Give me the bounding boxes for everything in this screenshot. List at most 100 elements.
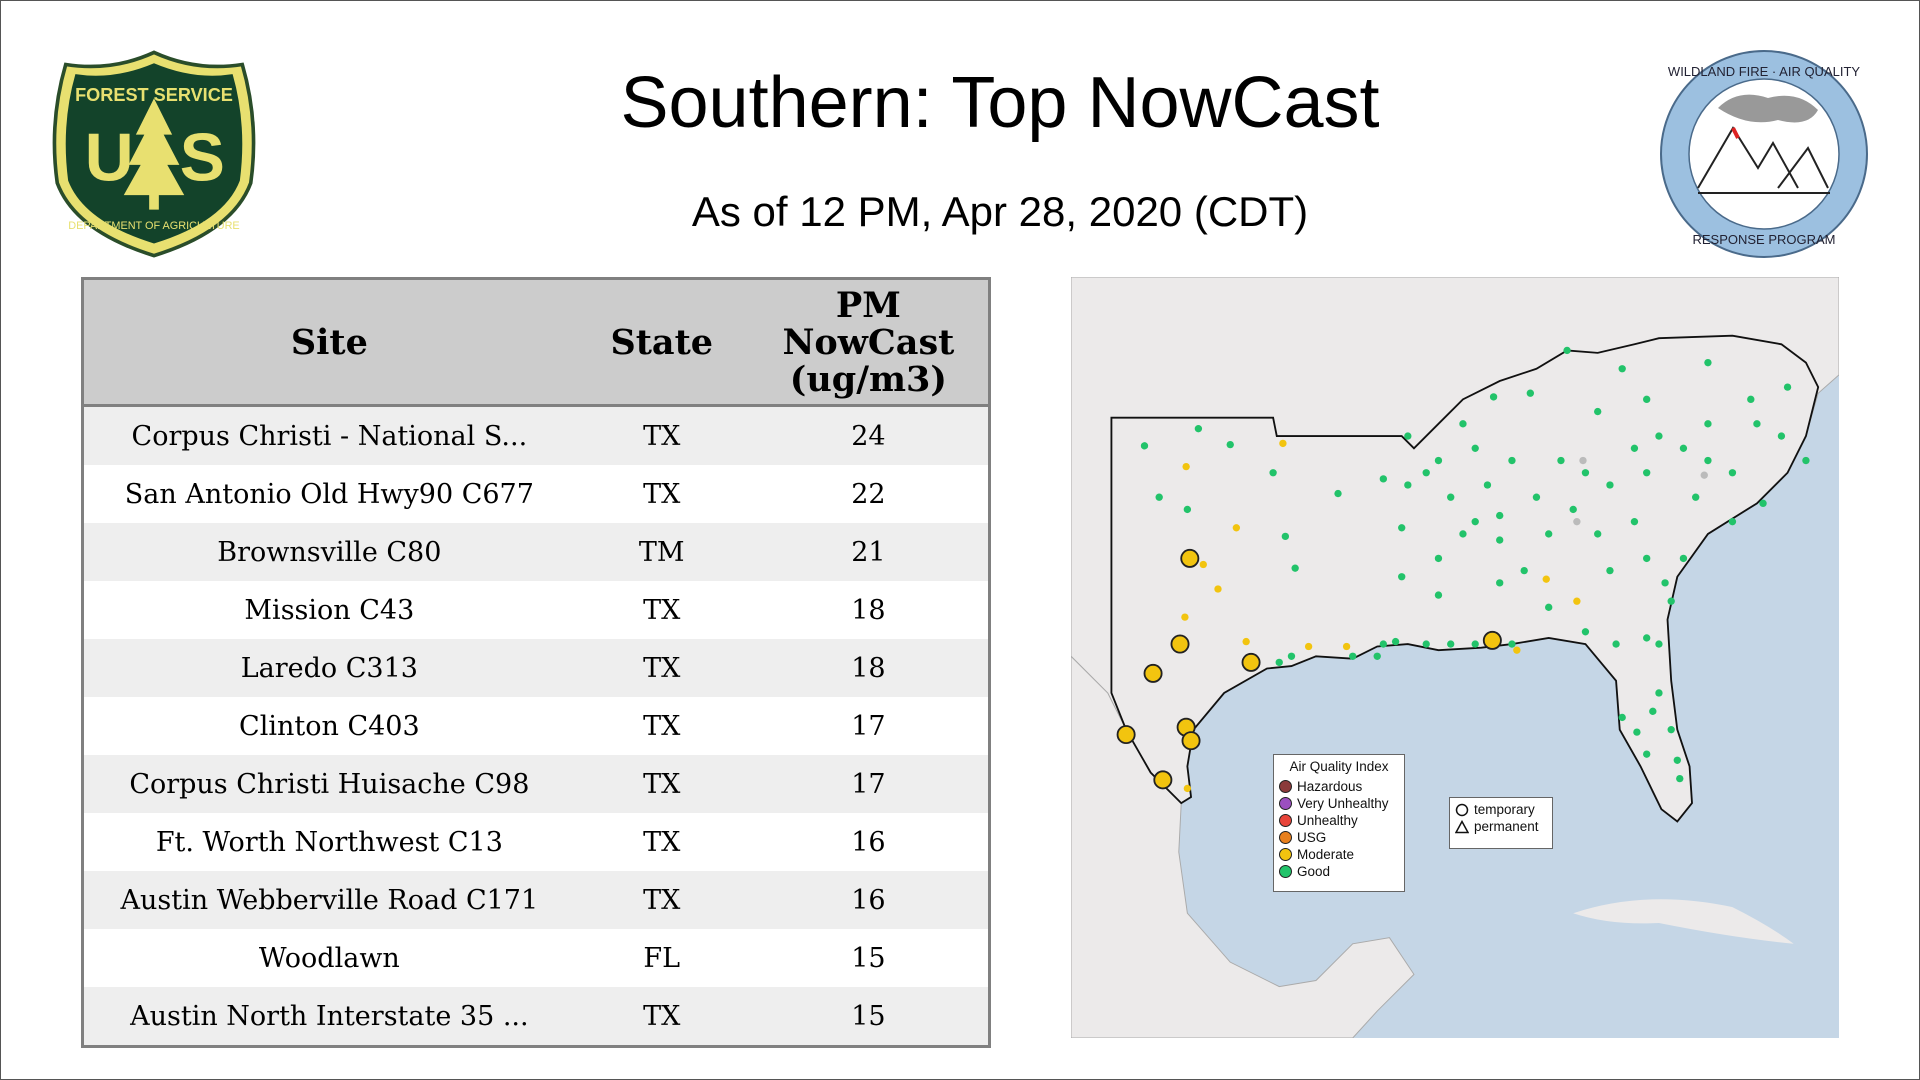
moderate-monitor-marker [1181,613,1189,621]
map-land-cuba [1573,899,1794,944]
moderate-monitor-marker [1513,646,1521,654]
cell-site: San Antonio Old Hwy90 C677 [82,465,575,523]
good-monitor-marker [1704,456,1712,465]
table-row: Brownsville C80 TM 21 [82,523,990,581]
good-monitor-marker [1520,566,1528,575]
cell-site: Brownsville C80 [82,523,575,581]
legend-swatch-icon [1279,814,1292,827]
moderate-monitor-marker [1199,560,1207,569]
wildland-fire-air-quality-logo: WILDLAND FIRE · AIR QUALITY RESPONSE PRO… [1660,50,1868,258]
good-monitor-marker [1291,564,1299,572]
top-site-marker [1241,652,1261,672]
good-monitor-marker [1594,530,1602,538]
top-site-marker [1170,634,1190,654]
aqi-legend: Air Quality Index Hazardous Very Unhealth… [1273,754,1405,892]
good-monitor-marker [1379,475,1388,483]
good-monitor-marker [1545,603,1553,612]
good-monitor-marker [1759,499,1767,508]
good-monitor-marker [1140,442,1149,450]
good-monitor-marker [1334,489,1342,498]
good-monitor-marker [1373,652,1381,660]
good-monitor-marker [1226,440,1234,449]
top-nowcast-table: Site State PM NowCast (ug/m3) Corpus Chr… [81,277,991,1048]
good-monitor-marker [1630,444,1639,452]
cell-site: Woodlawn [82,929,575,987]
table-row: Ft. Worth Northwest C13 TX 16 [82,813,990,871]
good-monitor-marker [1753,420,1761,428]
cell-site: Austin North Interstate 35 ... [82,987,575,1047]
good-monitor-marker [1667,597,1675,605]
cell-nowcast: 21 [748,523,990,581]
good-monitor-marker [1269,469,1277,477]
no-data-monitor-marker [1573,518,1581,526]
cell-site: Austin Webberville Road C171 [82,871,575,929]
svg-text:S: S [180,121,225,196]
moderate-monitor-marker [1183,784,1192,793]
legend-title: Air Quality Index [1289,759,1389,774]
moderate-monitor-marker [1232,524,1241,532]
legend-item-temporary: temporary [1450,801,1552,818]
cell-site: Ft. Worth Northwest C13 [82,813,575,871]
table-row: Corpus Christi Huisache C98 TX 17 [82,755,990,813]
good-monitor-marker [1594,407,1602,416]
good-monitor-marker [1643,634,1651,642]
circle-icon [1455,803,1469,816]
good-monitor-marker [1496,511,1504,520]
good-monitor-marker [1508,640,1516,648]
column-header-site: Site [82,278,575,407]
moderate-monitor-marker [1242,637,1250,646]
cell-site: Clinton C403 [82,697,575,755]
moderate-monitor-marker [1214,585,1222,593]
good-monitor-marker [1349,652,1357,660]
legend-item-good: Good [1274,863,1404,880]
good-monitor-marker [1643,469,1651,477]
good-monitor-marker [1606,481,1614,489]
good-monitor-marker [1783,383,1792,391]
good-monitor-marker [1676,774,1684,783]
table-row: Woodlawn FL 15 [82,929,990,987]
svg-text:WILDLAND FIRE · AIR QUALITY: WILDLAND FIRE · AIR QUALITY [1668,64,1860,79]
good-monitor-marker [1545,530,1553,538]
forest-service-logo: FOREST SERVICE U S DEPARTMENT OF AGRICUL… [52,50,256,258]
cell-site: Corpus Christi - National S... [82,405,575,465]
cell-state: TX [574,871,749,929]
monitor-type-legend: temporary permanent [1449,797,1553,849]
legend-item-hazardous: Hazardous [1274,778,1404,795]
good-monitor-marker [1704,420,1712,428]
moderate-monitor-marker [1573,597,1581,605]
page-title: Southern: Top NowCast [620,63,1380,143]
good-monitor-marker [1728,469,1737,477]
legend-swatch-icon [1279,797,1292,810]
cell-state: TX [574,755,749,813]
good-monitor-marker [1563,346,1571,355]
good-monitor-marker [1459,420,1467,428]
table-row: Mission C43 TX 18 [82,581,990,639]
good-monitor-marker [1679,554,1688,563]
top-site-marker [1143,663,1163,683]
good-monitor-marker [1155,493,1163,501]
good-monitor-marker [1655,640,1663,648]
cell-nowcast: 18 [748,639,990,697]
cell-state: TX [574,405,749,465]
top-site-marker [1153,770,1173,790]
good-monitor-marker [1581,628,1590,636]
good-monitor-marker [1612,640,1620,648]
table-row: Corpus Christi - National S... TX 24 [82,405,990,465]
good-monitor-marker [1728,518,1737,526]
good-monitor-marker [1633,728,1641,736]
good-monitor-marker [1679,444,1688,452]
table-row: Austin North Interstate 35 ... TX 15 [82,987,990,1047]
cell-site: Mission C43 [82,581,575,639]
cell-state: TX [574,581,749,639]
good-monitor-marker [1630,518,1639,526]
moderate-monitor-marker [1279,439,1287,448]
no-data-monitor-marker [1700,471,1708,479]
good-monitor-marker [1404,481,1412,489]
column-header-state: State [574,278,749,407]
good-monitor-marker [1618,713,1626,722]
good-monitor-marker [1398,573,1406,581]
good-monitor-marker [1673,756,1681,764]
legend-swatch-icon [1279,848,1292,861]
good-monitor-marker [1692,493,1700,501]
svg-text:FOREST SERVICE: FOREST SERVICE [75,85,233,105]
